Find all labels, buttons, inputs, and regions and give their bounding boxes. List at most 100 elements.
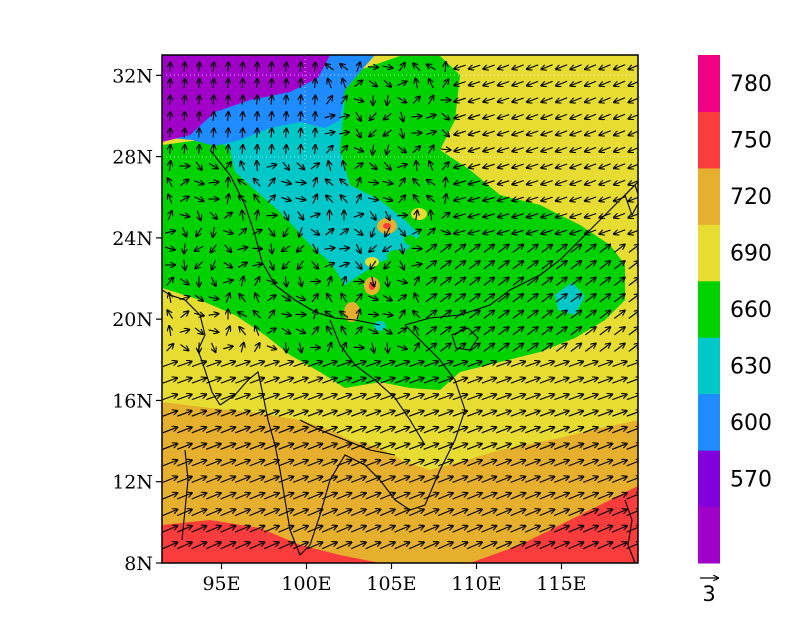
- wind-vector: [539, 509, 555, 517]
- wind-vector: [481, 394, 496, 401]
- wind-vector: [365, 378, 380, 384]
- y-tick-label: 20N: [112, 309, 153, 331]
- wind-vector: [223, 261, 232, 267]
- wind-vector: [454, 327, 465, 336]
- wind-vector: [321, 493, 337, 500]
- wind-vector: [483, 245, 494, 253]
- wind-vector: [179, 197, 189, 202]
- wind-vector: [384, 129, 392, 136]
- wind-vector: [454, 98, 466, 102]
- wind-vector: [524, 542, 540, 550]
- wind-vector: [526, 245, 537, 253]
- wind-vector: [556, 80, 568, 85]
- wind-vector: [466, 477, 482, 483]
- colorbar-segment: [698, 450, 720, 508]
- wind-vector: [176, 477, 192, 483]
- wind-vector: [310, 228, 319, 235]
- wind-vector: [570, 97, 582, 102]
- wind-vector: [496, 362, 510, 368]
- wind-vector: [497, 344, 508, 352]
- wind-vector: [353, 214, 363, 217]
- wind-vector: [483, 344, 494, 352]
- wind-vector: [425, 327, 436, 336]
- wind-vector: [555, 344, 566, 352]
- wind-vector: [270, 260, 274, 269]
- wind-vector: [166, 278, 174, 286]
- wind-vector: [179, 296, 190, 299]
- wind-vector: [445, 178, 446, 188]
- wind-vector: [554, 444, 569, 450]
- wind-vector: [180, 311, 189, 319]
- wind-vector: [380, 378, 394, 384]
- wind-vector: [168, 211, 172, 221]
- wind-vector: [481, 411, 496, 417]
- wind-vector: [570, 179, 582, 185]
- wind-vector: [452, 542, 468, 550]
- wind-vector: [481, 427, 496, 434]
- wind-vector: [612, 394, 626, 401]
- wind-vector: [468, 261, 479, 270]
- wind-vector: [387, 342, 388, 353]
- wind-vector: [467, 394, 481, 401]
- wind-vector: [454, 115, 466, 119]
- wind-vector: [614, 64, 626, 70]
- wind-vector: [524, 460, 540, 467]
- wind-vector: [368, 296, 377, 300]
- wind-vector: [220, 509, 236, 517]
- wind-vector: [170, 129, 171, 138]
- wind-vector: [369, 244, 378, 252]
- wind-vector: [398, 63, 405, 72]
- wind-vector: [483, 98, 495, 102]
- wind-vector: [321, 542, 337, 550]
- wind-vector: [584, 327, 595, 336]
- wind-vector: [555, 245, 566, 253]
- wind-vector: [599, 146, 611, 151]
- wind-vector: [452, 362, 467, 368]
- wind-vector: [527, 181, 539, 185]
- wind-vector: [191, 411, 206, 417]
- wind-vector: [162, 509, 178, 517]
- wind-vector: [454, 82, 466, 86]
- wind-vector: [162, 542, 178, 550]
- wind-vector: [498, 197, 510, 201]
- wind-vector: [340, 146, 348, 154]
- wind-vector: [454, 131, 466, 135]
- wind-vector: [369, 129, 377, 137]
- wind-vector: [401, 111, 404, 122]
- wind-vector: [466, 460, 482, 467]
- wind-vector: [539, 444, 555, 450]
- wind-vector: [614, 179, 626, 184]
- wind-vector: [251, 248, 262, 249]
- wind-vector: [249, 477, 265, 483]
- wind-vector: [454, 197, 466, 200]
- wind-vector: [411, 264, 422, 266]
- wind-vector: [322, 378, 336, 384]
- wind-vector: [339, 263, 348, 267]
- wind-vector: [397, 328, 406, 335]
- wind-vector: [510, 411, 525, 417]
- wind-vector: [235, 378, 249, 384]
- wind-vector: [541, 327, 552, 336]
- wind-vector: [324, 263, 334, 267]
- wind-vector: [241, 277, 243, 287]
- wind-vector: [234, 526, 250, 533]
- wind-vector: [195, 161, 202, 170]
- wind-vector: [585, 196, 597, 201]
- wind-vector: [614, 163, 626, 168]
- wind-vector: [177, 427, 191, 434]
- wind-vector: [452, 444, 468, 450]
- wind-vector: [307, 477, 323, 483]
- wind-vector: [177, 378, 191, 384]
- wind-vector: [597, 509, 613, 517]
- wind-vector: [512, 214, 524, 218]
- wind-vector: [397, 280, 407, 283]
- wind-vector: [454, 294, 465, 303]
- contour-630-660-patch: [555, 282, 585, 315]
- wind-vector: [556, 163, 568, 168]
- wind-vector: [553, 460, 569, 467]
- wind-vector: [570, 113, 582, 118]
- wind-vector: [241, 161, 245, 171]
- wind-vector: [539, 378, 554, 384]
- wind-vector: [524, 526, 540, 533]
- wind-vector: [162, 493, 178, 500]
